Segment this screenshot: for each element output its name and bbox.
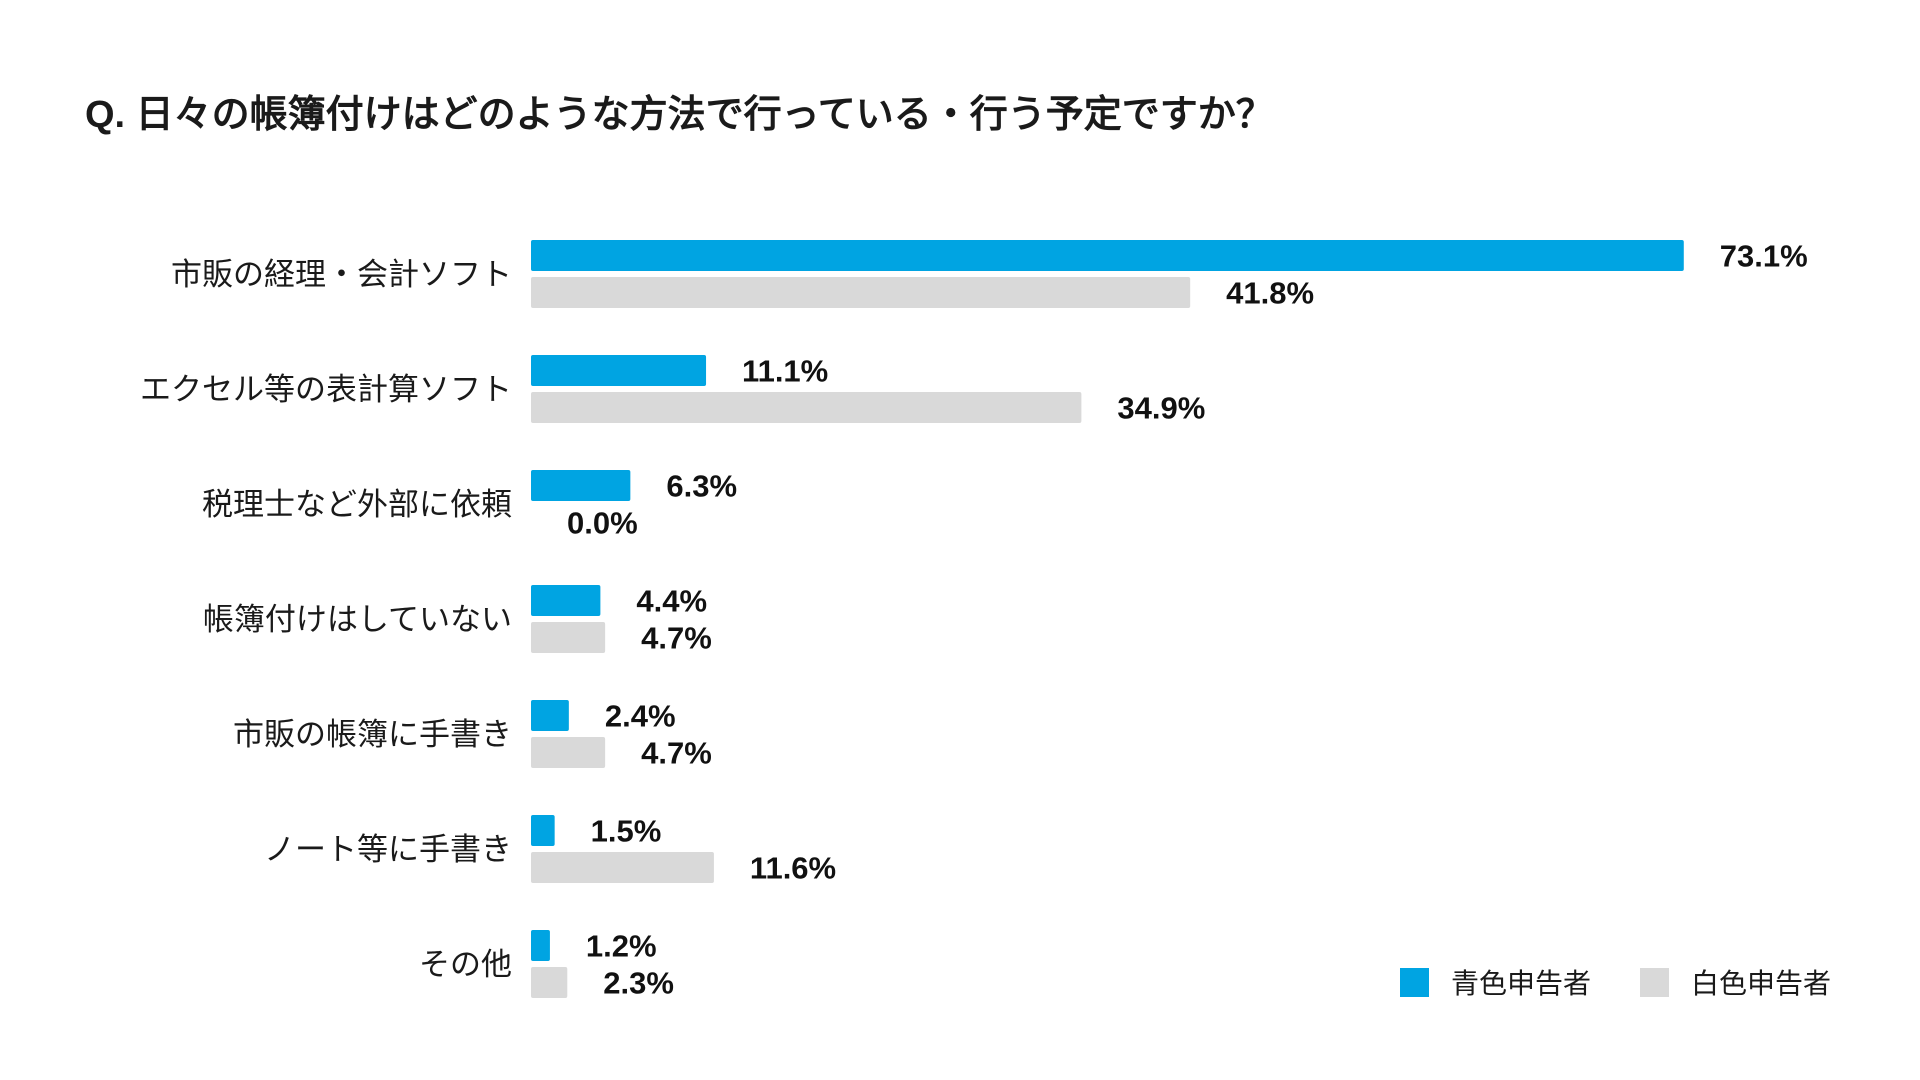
category-label: エクセル等の表計算ソフト	[140, 372, 512, 407]
bar-blue-filer	[531, 700, 569, 731]
value-label: 1.2%	[586, 929, 657, 964]
bar-blue-filer	[531, 585, 601, 616]
bar-white-filer	[531, 622, 606, 653]
value-label: 0.0%	[567, 506, 638, 541]
bar-blue-filer	[531, 240, 1684, 271]
legend-label: 青色申告者	[1451, 968, 1591, 999]
chart-title: Q. 日々の帳簿付けはどのような方法で行っている・行う予定ですか？	[85, 94, 1274, 136]
bar-blue-filer	[531, 815, 555, 846]
bar-blue-filer	[531, 355, 707, 386]
bar-white-filer	[531, 852, 714, 883]
legend-label: 白色申告者	[1691, 968, 1831, 999]
value-label: 41.8%	[1226, 276, 1314, 311]
labels-layer: 市販の経理・会計ソフト 73.1% 41.8% エクセル等の表計算ソフト 11.1% 34…	[140, 239, 1808, 1001]
value-label: 11.1%	[742, 354, 828, 389]
category-label: 帳簿付けはしていない	[203, 602, 512, 637]
legend: 青色申告者 白色申告者	[1400, 968, 1831, 999]
value-label: 11.6%	[750, 851, 836, 886]
value-label: 73.1%	[1720, 239, 1808, 274]
bar-blue-filer	[531, 470, 631, 501]
bar-white-filer	[531, 967, 568, 998]
value-label: 4.4%	[636, 584, 707, 619]
category-label: 市販の経理・会計ソフト	[171, 257, 512, 292]
value-label: 34.9%	[1117, 391, 1205, 426]
legend-swatch	[1640, 968, 1669, 997]
value-label: 2.4%	[605, 699, 676, 734]
category-label: その他	[419, 947, 512, 982]
value-label: 4.7%	[641, 621, 712, 656]
bar-white-filer	[531, 277, 1191, 308]
bar-white-filer	[531, 392, 1082, 423]
value-label: 6.3%	[666, 469, 737, 504]
value-label: 4.7%	[641, 736, 712, 771]
category-label: ノート等に手書き	[264, 832, 512, 867]
bars-layer	[531, 240, 1684, 998]
value-label: 2.3%	[603, 966, 674, 1001]
bar-white-filer	[531, 737, 606, 768]
bar-blue-filer	[531, 930, 550, 961]
category-label: 税理士など外部に依頼	[202, 487, 512, 522]
category-label: 市販の帳簿に手書き	[233, 717, 512, 752]
legend-swatch	[1400, 968, 1429, 997]
value-label: 1.5%	[591, 814, 662, 849]
